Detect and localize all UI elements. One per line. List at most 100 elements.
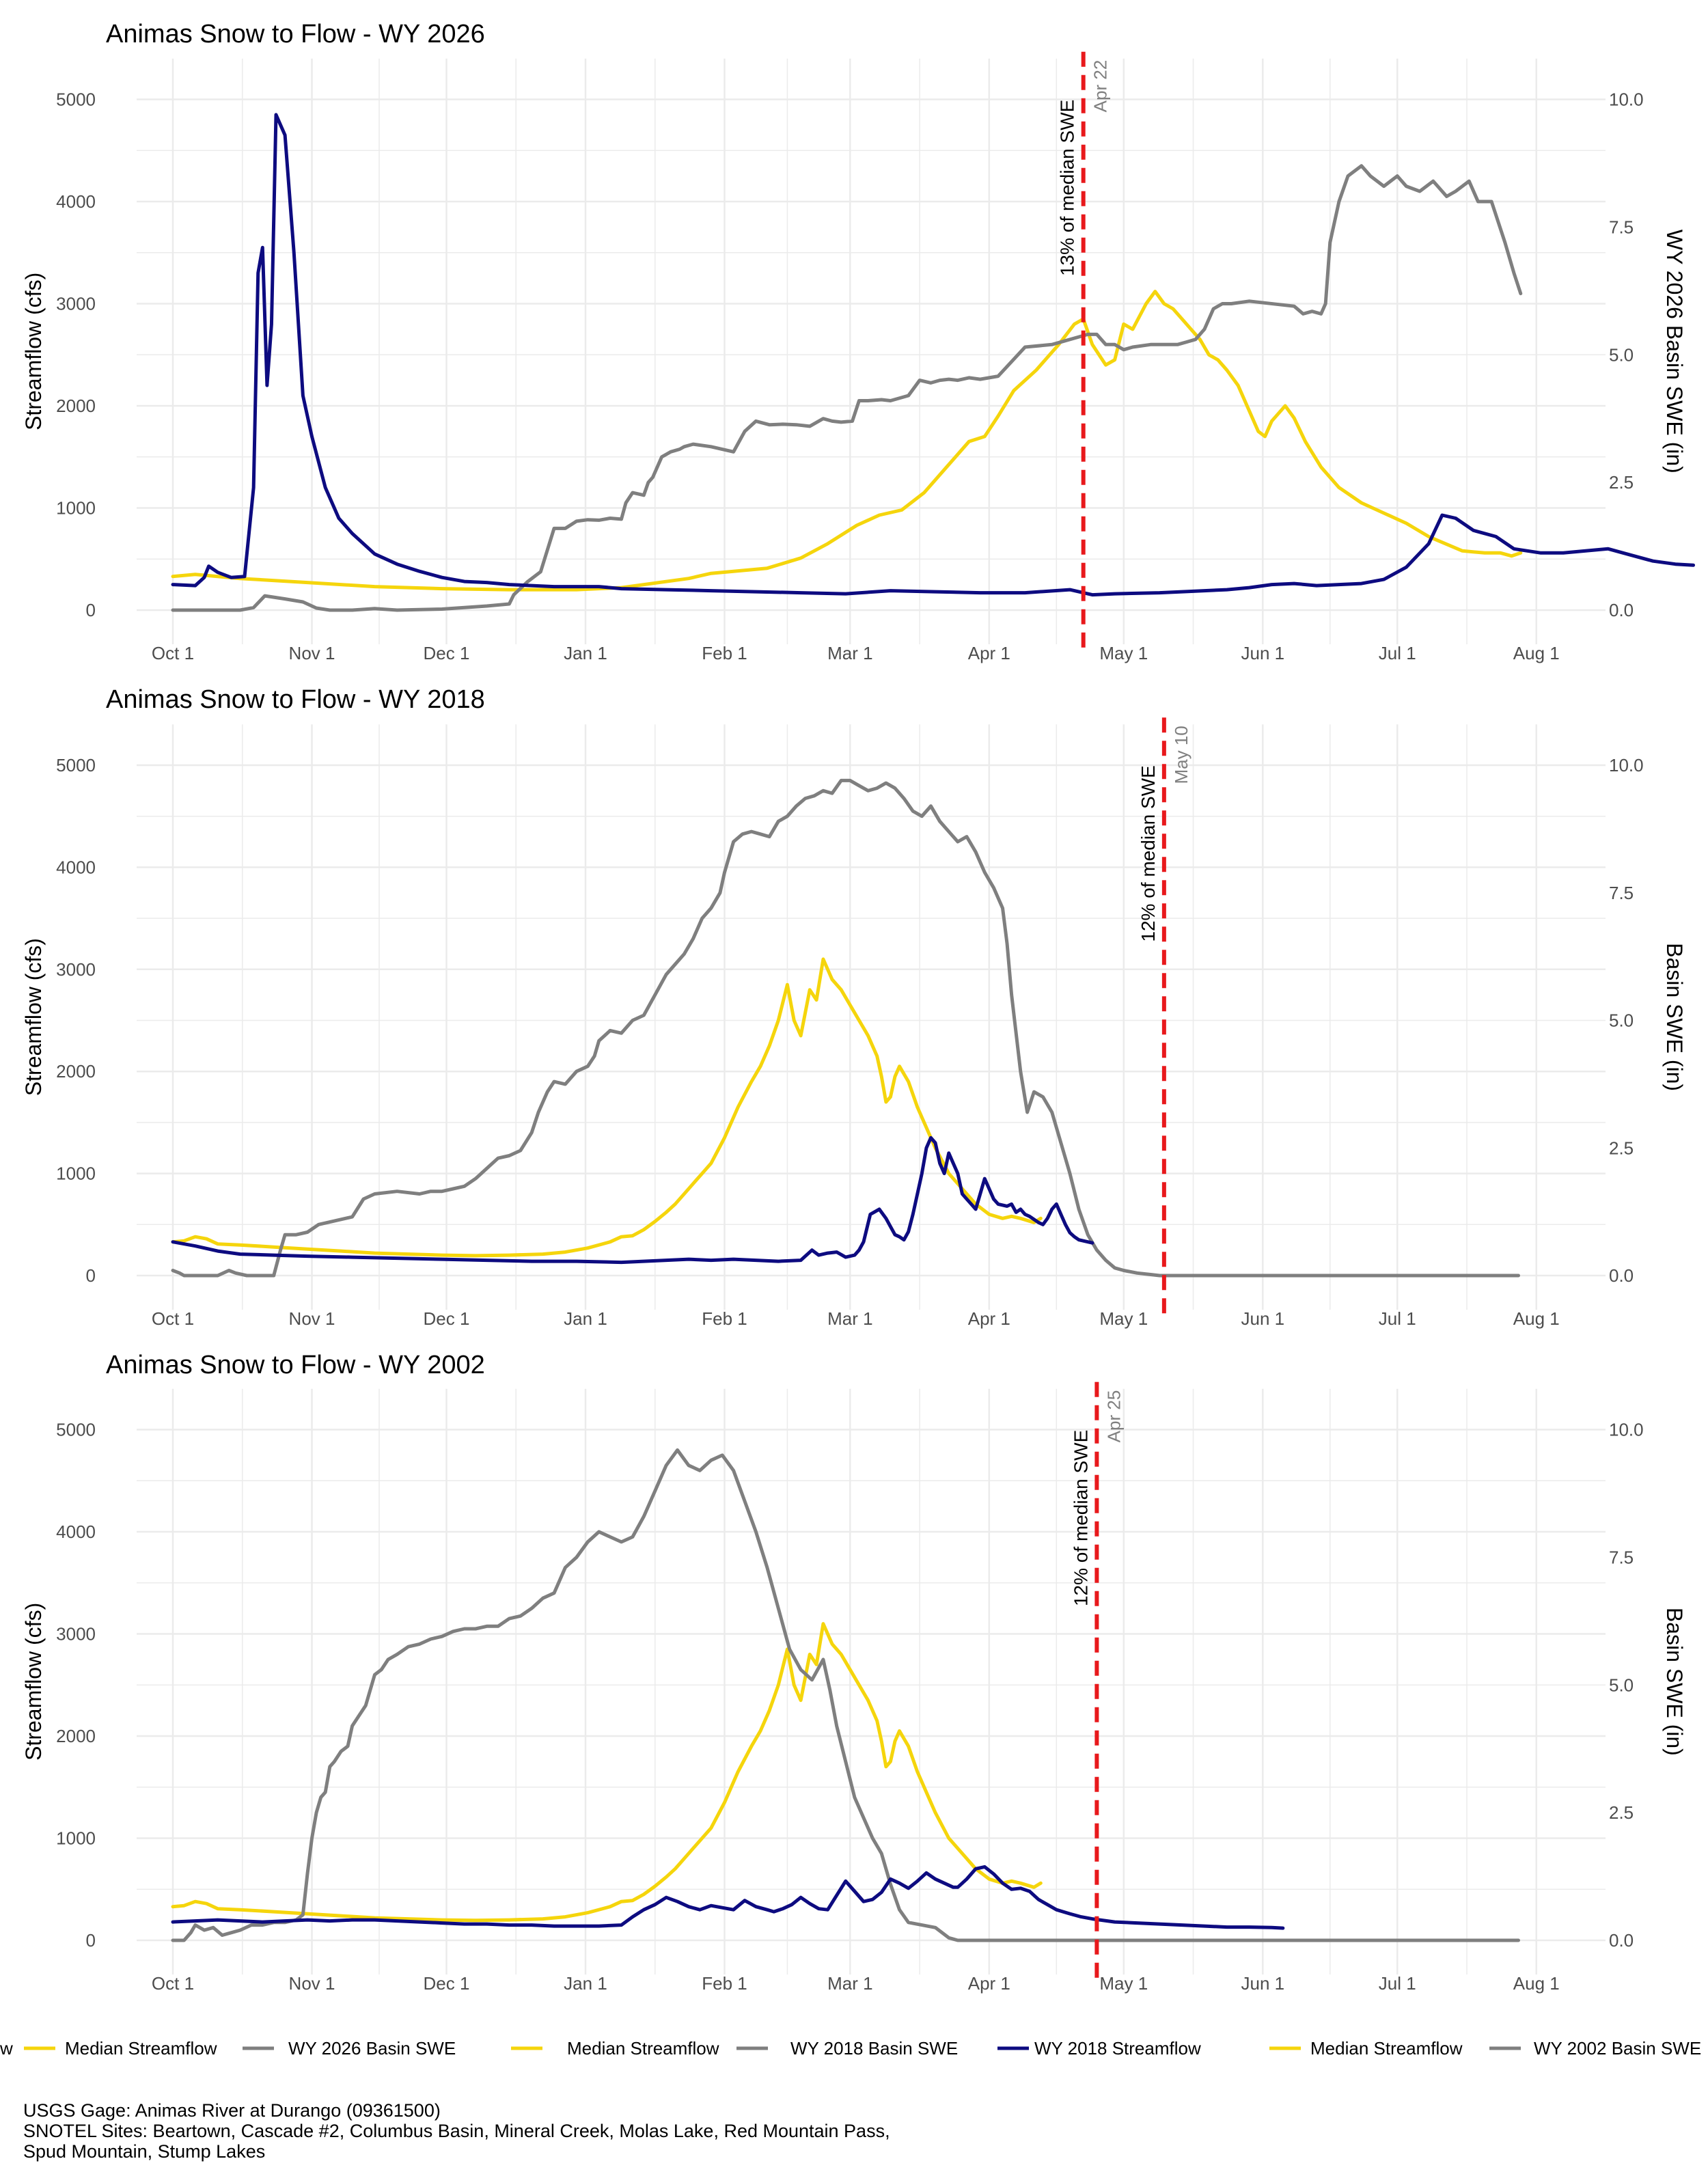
panel3-x-tick-label: Dec 1: [424, 1973, 470, 1994]
panel2-y-axis-title: Streamflow (cfs): [21, 938, 46, 1096]
panel1-y-tick-label: 5000: [56, 90, 96, 110]
panel3-x-tick-label: Mar 1: [827, 1973, 872, 1994]
panel3-y-tick-label: 0: [86, 1930, 96, 1951]
panel1-y2-axis-title: WY 2026 Basin SWE (in): [1662, 230, 1687, 473]
panel3-x-tick-label: Oct 1: [152, 1973, 194, 1994]
legend-label-3: WY 2026 Basin SWE: [288, 2038, 456, 2059]
panel1-y2-tick-label: 7.5: [1609, 217, 1634, 237]
panel3-series-median-streamflow: [171, 1622, 1043, 1923]
panel2-series-median-streamflow: [171, 957, 1043, 1258]
panel2-series-wy-2018-streamflow: [171, 1136, 1094, 1265]
panel1-y-tick-label: 1000: [56, 498, 96, 519]
legend-label-5: WY 2018 Basin SWE: [790, 2038, 958, 2059]
panel2-y2-tick-label: 0.0: [1609, 1265, 1634, 1286]
panel2-y-tick-label: 0: [86, 1265, 96, 1286]
panel2-y2-tick-label: 2.5: [1609, 1138, 1634, 1158]
panel2-x-tick-label: Aug 1: [1513, 1308, 1560, 1329]
panel1-x-tick-label: Feb 1: [702, 643, 747, 663]
panel2-x-tick-label: Mar 1: [827, 1308, 872, 1329]
panel3-y-tick-label: 2000: [56, 1726, 96, 1746]
panel3-x-tick-label: May 1: [1099, 1973, 1148, 1994]
panel3-series-wy-2002-streamflow: [171, 1865, 1285, 1930]
panel3-y2-tick-label: 0.0: [1609, 1930, 1634, 1951]
panel3-y-tick-label: 4000: [56, 1522, 96, 1542]
panel2-title: Animas Snow to Flow - WY 2018: [106, 685, 485, 714]
panel1-x-tick-label: Dec 1: [424, 643, 470, 663]
panel2-y-tick-label: 5000: [56, 755, 96, 775]
panel1-x-tick-label: Jun 1: [1241, 643, 1284, 663]
panel3-title: Animas Snow to Flow - WY 2002: [106, 1351, 485, 1379]
panel1-marker-date: Apr 22: [1090, 60, 1111, 113]
legend-label-6: WY 2018 Streamflow: [1034, 2038, 1201, 2059]
panel1-x-tick-label: Jan 1: [564, 643, 607, 663]
panel3-y-tick-label: 1000: [56, 1828, 96, 1849]
panel3-x-tick-label: Feb 1: [702, 1973, 747, 1994]
panel3-y2-axis-title: Basin SWE (in): [1662, 1608, 1687, 1756]
panel1-y-tick-label: 0: [86, 600, 96, 620]
legend-label-7: Median Streamflow: [1310, 2038, 1463, 2059]
panel2-series-wy-2018-basin-swe: [171, 778, 1520, 1278]
legend-label-4: Median Streamflow: [567, 2038, 719, 2059]
panel2-marker-label: 12% of median SWE: [1138, 765, 1159, 941]
panel1-series-wy-2026-streamflow: [171, 113, 1696, 597]
panel3-x-tick-label: Jun 1: [1241, 1973, 1284, 1994]
panel3-y2-tick-label: 5.0: [1609, 1675, 1634, 1695]
panel1-title: Animas Snow to Flow - WY 2026: [106, 20, 485, 49]
panel1-series-median-streamflow: [171, 290, 1523, 592]
panel2-x-tick-label: Jul 1: [1379, 1308, 1416, 1329]
panel2-y2-axis-title: Basin SWE (in): [1662, 943, 1687, 1091]
legend-label-8: WY 2002 Basin SWE: [1534, 2038, 1701, 2059]
panel1-x-tick-label: Jul 1: [1379, 643, 1416, 663]
panel2-y-tick-label: 3000: [56, 959, 96, 980]
panel1-y-tick-label: 2000: [56, 396, 96, 416]
panel1-y2-tick-label: 5.0: [1609, 344, 1634, 365]
panel1-y2-tick-label: 10.0: [1609, 90, 1644, 110]
caption-gage: USGS Gage: Animas River at Durango (0936…: [23, 2100, 441, 2121]
panel2-y2-tick-label: 5.0: [1609, 1010, 1634, 1031]
caption-snotel-sites-cont: Spud Mountain, Stump Lakes: [23, 2141, 266, 2162]
legend-label-1: w: [0, 2038, 13, 2059]
panel1-x-tick-label: May 1: [1099, 643, 1148, 663]
panel2-y-tick-label: 1000: [56, 1164, 96, 1184]
panel3-y2-tick-label: 10.0: [1609, 1420, 1644, 1440]
panel3-x-tick-label: Jul 1: [1379, 1973, 1416, 1994]
panel2-x-tick-label: May 1: [1099, 1308, 1148, 1329]
panel1-x-tick-label: Oct 1: [152, 643, 194, 663]
panel3-y-axis-title: Streamflow (cfs): [21, 1603, 46, 1761]
panel2-x-tick-label: Nov 1: [289, 1308, 335, 1329]
panel3-marker-date: Apr 25: [1103, 1390, 1124, 1443]
panel1-y2-tick-label: 2.5: [1609, 472, 1634, 493]
panel3-x-tick-label: Aug 1: [1513, 1973, 1560, 1994]
panel2-y2-tick-label: 7.5: [1609, 883, 1634, 903]
panel3-x-tick-label: Apr 1: [968, 1973, 1010, 1994]
panel2-x-tick-label: Apr 1: [968, 1308, 1010, 1329]
panel1-y-axis-title: Streamflow (cfs): [21, 273, 46, 430]
panel1-marker-label: 13% of median SWE: [1057, 100, 1078, 276]
panel2-marker-date: May 10: [1171, 726, 1192, 784]
panel2-x-tick-label: Oct 1: [152, 1308, 194, 1329]
panel1-x-tick-label: Mar 1: [827, 643, 872, 663]
panel1-series-wy-2026-basin-swe: [171, 164, 1523, 612]
panel2-y-tick-label: 4000: [56, 857, 96, 877]
panel3-y-tick-label: 3000: [56, 1624, 96, 1645]
panel3-y-tick-label: 5000: [56, 1420, 96, 1440]
panel3-x-tick-label: Nov 1: [289, 1973, 335, 1994]
panel2-x-tick-label: Jun 1: [1241, 1308, 1284, 1329]
panel2-y-tick-label: 2000: [56, 1061, 96, 1082]
panel3-x-tick-label: Jan 1: [564, 1973, 607, 1994]
panel2-y2-tick-label: 10.0: [1609, 755, 1644, 775]
caption-snotel-sites: SNOTEL Sites: Beartown, Cascade #2, Colu…: [23, 2121, 890, 2141]
panel1-y-tick-label: 4000: [56, 191, 96, 212]
panel1-x-tick-label: Aug 1: [1513, 643, 1560, 663]
panel3-y2-tick-label: 2.5: [1609, 1802, 1634, 1823]
panel2-x-tick-label: Jan 1: [564, 1308, 607, 1329]
panel3-y2-tick-label: 7.5: [1609, 1547, 1634, 1567]
panel3-marker-label: 12% of median SWE: [1070, 1430, 1091, 1606]
panel3-series-wy-2002-basin-swe: [171, 1448, 1520, 1942]
panel1-x-tick-label: Nov 1: [289, 643, 335, 663]
panel1-y2-tick-label: 0.0: [1609, 600, 1634, 620]
panel1-y-tick-label: 3000: [56, 294, 96, 314]
panel2-x-tick-label: Dec 1: [424, 1308, 470, 1329]
panel1-x-tick-label: Apr 1: [968, 643, 1010, 663]
